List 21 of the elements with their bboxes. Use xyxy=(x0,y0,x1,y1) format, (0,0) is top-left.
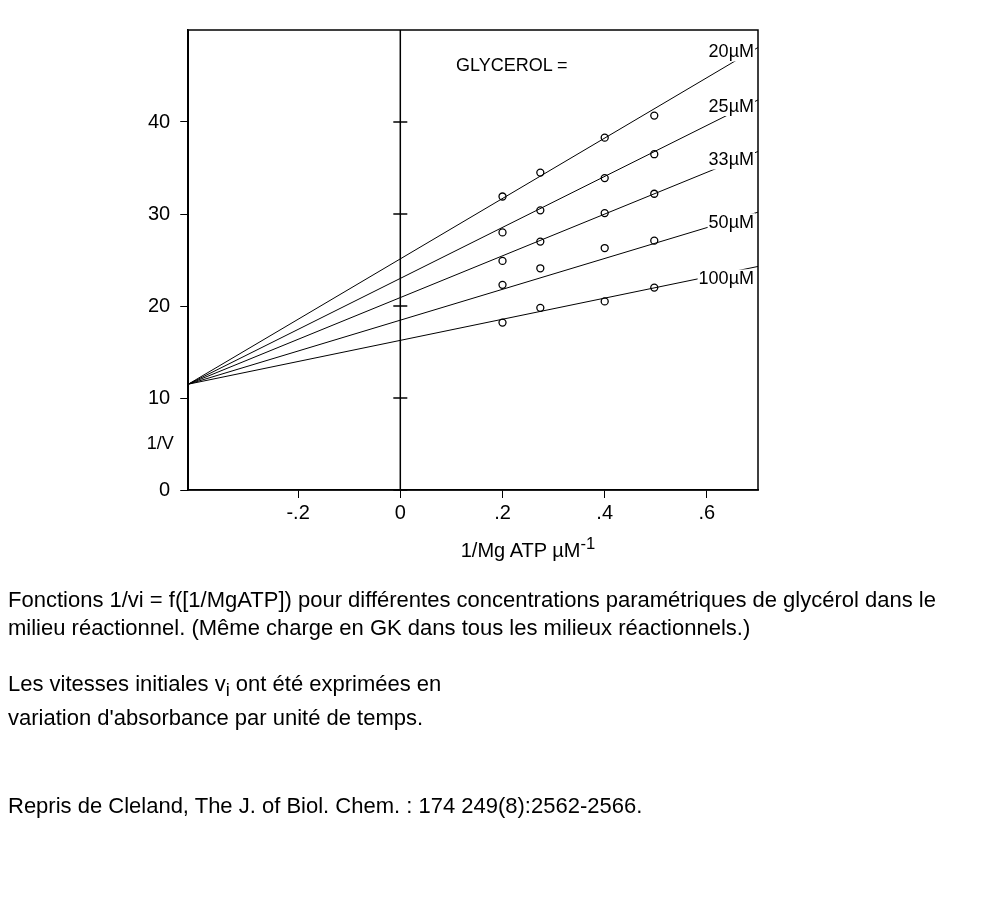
series-label: 20µM xyxy=(708,41,754,62)
x-tick-label: .6 xyxy=(698,500,716,523)
series-label: 25µM xyxy=(708,95,754,116)
series-label: 50µM xyxy=(708,212,754,233)
x-tick-label: 0 xyxy=(394,500,406,523)
series-label: 100µM xyxy=(698,268,754,289)
text: Fonctions 1/vi = f([1/MgATP]) pour différentes concentrations paramétriques de glycérol dans le milieu réactionnel. (Même charge en GK dans tous les milieux réactionnels.) xyxy=(8,585,937,642)
text: Repris de Cleland, The J. of Biol. Chem. : 174 249(8):2562-2566. xyxy=(8,792,644,821)
x-tick-label: -.2 xyxy=(286,500,310,523)
x-tick-label: .4 xyxy=(596,500,614,523)
y-tick-label: 10 xyxy=(148,385,171,408)
text: Les vitesses initiales v$_{i}$ ont été exprimées en variation d'absorbance par unité de temps. xyxy=(8,669,443,733)
y-tick-label: 30 xyxy=(148,201,171,224)
x-tick-label: .2 xyxy=(494,500,511,523)
x-axis-title: 1/Mg ATP µM$^{-1}$ xyxy=(459,534,597,562)
series-label: 33µM xyxy=(708,149,754,170)
legend-title: GLYCEROL = xyxy=(456,54,568,75)
y-tick-label: 0 xyxy=(159,477,171,500)
y-tick-label: 20 xyxy=(148,293,171,316)
y-axis-title: 1/V xyxy=(146,432,174,453)
y-tick-label: 40 xyxy=(148,109,171,132)
